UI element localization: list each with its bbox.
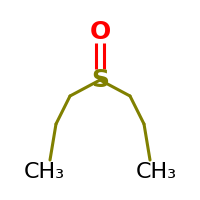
Text: CH₃: CH₃ bbox=[135, 162, 177, 182]
Text: CH₃: CH₃ bbox=[23, 162, 65, 182]
Text: S: S bbox=[91, 68, 109, 92]
Text: O: O bbox=[89, 20, 111, 44]
